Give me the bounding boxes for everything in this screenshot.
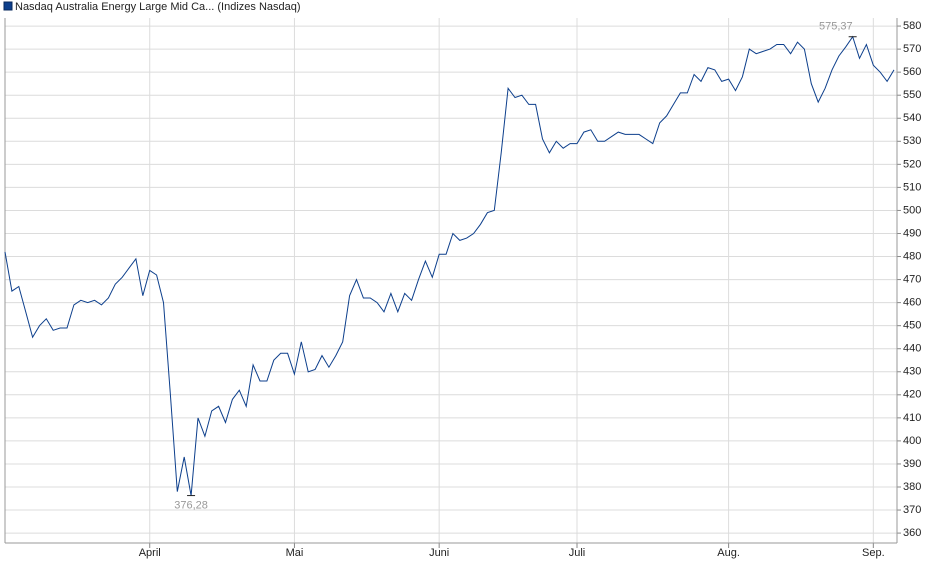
y-tick-label: 570	[903, 43, 921, 55]
y-tick-label: 380	[903, 481, 921, 493]
y-tick-label: 420	[903, 389, 921, 401]
x-tick-label: Sep.	[862, 547, 885, 559]
y-tick-label: 580	[903, 20, 921, 32]
legend-label: Nasdaq Australia Energy Large Mid Ca... …	[15, 1, 301, 13]
y-tick-label: 480	[903, 250, 921, 262]
y-tick-label: 520	[903, 158, 921, 170]
y-tick-label: 490	[903, 227, 921, 239]
y-tick-label: 510	[903, 181, 921, 193]
y-tick-label: 400	[903, 435, 921, 447]
y-tick-label: 540	[903, 112, 921, 124]
y-tick-label: 530	[903, 135, 921, 147]
x-tick-label: April	[139, 547, 161, 559]
x-tick-label: Aug.	[717, 547, 740, 559]
x-tick-label: Mai	[286, 547, 304, 559]
y-tick-label: 360	[903, 527, 921, 539]
y-tick-label: 470	[903, 273, 921, 285]
y-tick-label: 560	[903, 66, 921, 78]
y-tick-label: 390	[903, 458, 921, 470]
x-tick-label: Juli	[569, 547, 586, 559]
series-line	[4, 35, 895, 496]
y-tick-label: 460	[903, 297, 921, 309]
y-tick-label: 450	[903, 320, 921, 332]
y-tick-label: 500	[903, 204, 921, 216]
y-tick-label: 550	[903, 89, 921, 101]
y-tick-label: 440	[903, 343, 921, 355]
value-label: 376,28	[174, 499, 208, 511]
y-tick-label: 410	[903, 412, 921, 424]
value-label: 575,37	[819, 21, 853, 33]
legend-swatch	[3, 1, 13, 11]
y-tick-label: 430	[903, 366, 921, 378]
x-tick-label: Juni	[429, 547, 449, 559]
y-tick-label: 370	[903, 504, 921, 516]
